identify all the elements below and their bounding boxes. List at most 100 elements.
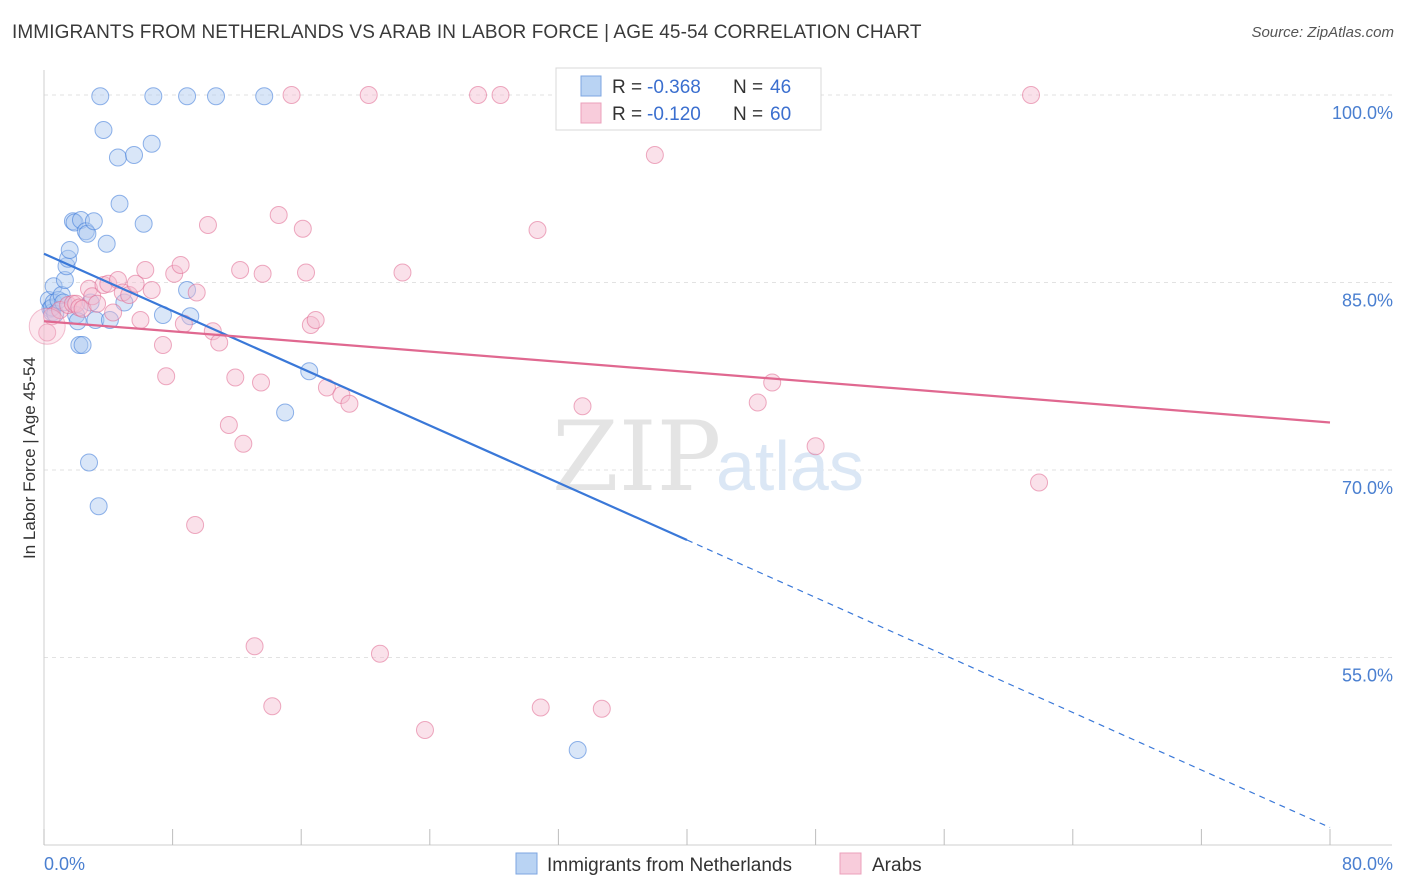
netherlands-point: [55, 271, 74, 289]
netherlands-trend-line: [43, 252, 688, 542]
legend-n-value: 60: [770, 104, 791, 125]
watermark-atlas: atlas: [716, 427, 864, 505]
arabs-point: [253, 264, 272, 283]
netherlands-point: [255, 87, 274, 106]
arabs-point: [187, 283, 206, 302]
arabs-point: [219, 416, 238, 434]
legend-swatch-blue: [580, 75, 602, 97]
arabs-point: [763, 373, 782, 392]
arabs-point: [1022, 86, 1041, 104]
arabs-point: [157, 367, 176, 386]
netherlands-point: [125, 146, 144, 164]
axes: [43, 70, 1392, 846]
correlation-legend: R = -0.368 N = 46 R = -0.120 N = 60: [555, 67, 822, 131]
arabs-point: [645, 146, 664, 164]
netherlands-point: [178, 87, 197, 106]
y-tick-label: 70.0%: [1342, 478, 1393, 498]
arabs-point: [126, 274, 145, 293]
netherlands-point: [276, 403, 295, 422]
arabs-point: [136, 261, 155, 279]
x-tick-label-min: 0.0%: [44, 854, 85, 874]
netherlands-point: [110, 194, 129, 213]
arabs-point: [269, 206, 288, 224]
arabs-point: [252, 373, 271, 392]
arabs-point: [263, 697, 282, 716]
arabs-point: [198, 216, 217, 234]
arabs-point: [234, 434, 253, 453]
netherlands-trend-extension: [686, 539, 1331, 829]
netherlands-point: [142, 134, 161, 153]
arabs-point: [528, 221, 547, 239]
netherlands-point: [207, 87, 226, 106]
arabs-point: [1030, 473, 1049, 492]
legend-r-label: R =: [612, 104, 642, 125]
legend-swatch-arabs: [839, 852, 862, 875]
arabs-point: [469, 86, 488, 104]
netherlands-point: [144, 87, 163, 106]
watermark: ZIP atlas: [552, 401, 864, 513]
arabs-point: [153, 336, 172, 354]
netherlands-point: [91, 87, 110, 106]
y-tick-label: 85.0%: [1342, 291, 1393, 311]
netherlands-point: [134, 214, 153, 233]
arabs-point: [73, 299, 92, 318]
legend-swatch-netherlands: [515, 852, 538, 875]
arabs-point: [293, 219, 312, 238]
arabs-point: [104, 303, 123, 322]
arabs-point: [531, 698, 550, 717]
y-axis-title: In Labor Force | Age 45-54: [20, 357, 39, 559]
arabs-point: [370, 644, 389, 663]
arabs-point: [297, 263, 316, 282]
arabs-trend-line: [43, 320, 1331, 424]
legend-r-label: R =: [612, 77, 642, 98]
netherlands-point: [108, 148, 127, 167]
netherlands-point: [73, 336, 92, 354]
legend-r-value: -0.368: [647, 77, 701, 98]
arabs-point: [28, 307, 66, 345]
gridlines: [44, 94, 1392, 658]
arabs-point: [245, 637, 264, 656]
chart-title: IMMIGRANTS FROM NETHERLANDS VS ARAB IN L…: [12, 22, 922, 43]
arabs-point: [38, 323, 57, 342]
netherlands-point: [568, 741, 587, 759]
arabs-point: [231, 261, 250, 279]
arabs-point: [415, 721, 434, 739]
netherlands-point: [97, 234, 116, 253]
arabs-point: [491, 86, 510, 104]
legend-label-netherlands: Immigrants from Netherlands: [547, 855, 792, 876]
arabs-point: [282, 86, 301, 104]
y-tick-label: 100.0%: [1332, 103, 1393, 123]
arabs-point: [88, 294, 107, 313]
netherlands-point: [89, 497, 108, 516]
legend-n-label: N =: [733, 77, 763, 98]
y-tick-labels: 100.0% 85.0% 70.0% 55.0%: [1332, 103, 1393, 686]
legend-r-value: -0.120: [647, 104, 701, 125]
netherlands-point: [94, 121, 113, 139]
arabs-point: [573, 397, 592, 416]
x-tick-label-max: 80.0%: [1342, 854, 1393, 874]
arabs-point: [301, 316, 320, 334]
arabs-point: [306, 311, 325, 329]
netherlands-point: [60, 241, 79, 259]
arabs-point: [359, 86, 378, 104]
arabs-point: [806, 437, 825, 456]
arabs-point: [131, 311, 150, 329]
trend-lines: [43, 252, 1331, 829]
arabs-point: [186, 516, 205, 534]
legend-swatch-pink: [580, 102, 602, 124]
arabs-point: [171, 256, 190, 274]
source-credit: Source: ZipAtlas.com: [1251, 24, 1394, 41]
arabs-point: [393, 263, 412, 282]
netherlands-point: [84, 212, 103, 231]
arabs-point: [142, 281, 161, 299]
arabs-point: [748, 393, 767, 412]
y-tick-label: 55.0%: [1342, 666, 1393, 686]
series-legend: Immigrants from Netherlands Arabs: [515, 852, 922, 876]
arabs-point: [226, 368, 245, 387]
arabs-point: [592, 699, 611, 718]
arabs-point: [340, 394, 359, 413]
legend-n-value: 46: [770, 77, 791, 98]
watermark-zip: ZIP: [552, 401, 721, 513]
legend-n-label: N =: [733, 104, 763, 125]
